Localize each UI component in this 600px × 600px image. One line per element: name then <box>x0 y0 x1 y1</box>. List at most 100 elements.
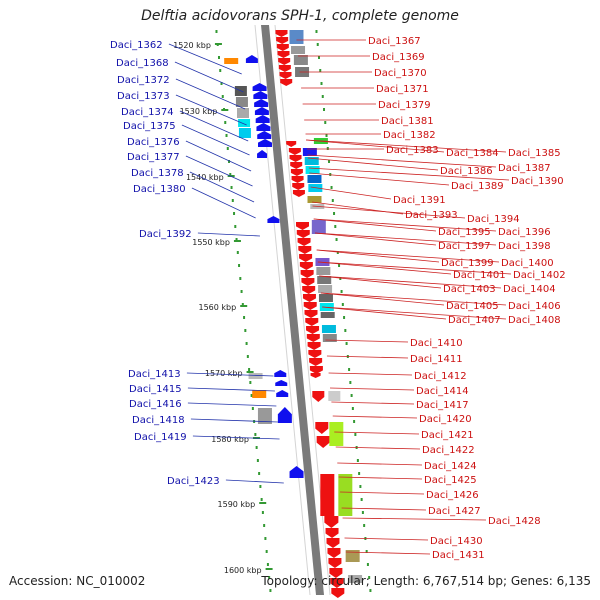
gene-block <box>321 325 336 333</box>
reverse-gene-arrow <box>296 222 310 230</box>
gene-block <box>348 575 363 583</box>
leader-line-reverse <box>340 491 425 495</box>
tick-dot-right <box>345 342 348 345</box>
tick-dot-right <box>336 251 339 254</box>
leader-line-forward <box>185 155 253 187</box>
tick-dot-right <box>335 238 338 241</box>
gene-label-reverse: Daci_1422 <box>422 445 475 456</box>
reverse-gene-arrow <box>328 558 342 568</box>
tick-dot-right <box>331 199 334 202</box>
tick-dot-left <box>254 433 257 436</box>
reverse-gene-arrow <box>326 538 340 548</box>
gene-block <box>338 474 353 516</box>
gene-label-reverse: Daci_1414 <box>416 386 469 397</box>
leader-line-reverse <box>307 154 497 168</box>
gene-label-reverse: Daci_1398 <box>498 241 551 252</box>
tick-dot-right <box>361 511 364 514</box>
leader-line-reverse <box>316 249 500 263</box>
leader-line-forward <box>225 479 284 484</box>
leader-line-reverse <box>331 401 415 405</box>
gene-label-reverse: Daci_1417 <box>416 400 469 411</box>
reverse-gene-arrow <box>292 190 305 197</box>
label-leader-lines <box>168 39 512 555</box>
gene-block <box>307 175 322 183</box>
leader-line-reverse <box>345 551 431 555</box>
tick-dot-left <box>249 381 252 384</box>
tick-dot-right <box>324 121 327 124</box>
leader-line-reverse <box>320 292 507 306</box>
tick-dot-right <box>350 394 353 397</box>
leader-line-forward <box>189 171 255 203</box>
gene-label-forward: Daci_1380 <box>133 184 186 195</box>
leader-line-forward <box>191 187 256 219</box>
gene-label-reverse: Daci_1393 <box>405 210 458 221</box>
leader-line-reverse <box>316 249 440 263</box>
leader-line-reverse <box>313 218 437 232</box>
gene-label-reverse: Daci_1379 <box>378 100 431 111</box>
tick-dot-left <box>269 589 272 592</box>
gene-label-forward: Daci_1392 <box>139 229 192 240</box>
tick-dot-left <box>243 316 246 319</box>
gene-label-forward: Daci_1376 <box>127 137 180 148</box>
forward-gene-arrow <box>254 99 269 107</box>
reverse-gene-arrow <box>299 254 313 262</box>
kbp-tick-mark <box>265 568 273 570</box>
gene-block <box>322 334 337 342</box>
reverse-gene-arrow <box>276 37 289 44</box>
tick-dot-left <box>255 446 258 449</box>
gene-block <box>304 157 319 165</box>
kbp-label: 1570 kbp <box>205 369 243 378</box>
tick-dot-right <box>326 147 329 150</box>
gene-label-forward: Daci_1362 <box>110 40 163 51</box>
tick-dot-right <box>359 485 362 488</box>
tick-dot-right <box>328 160 331 163</box>
leader-line-forward <box>175 78 246 110</box>
gene-label-reverse: Daci_1426 <box>426 490 479 501</box>
leader-line-forward <box>175 94 247 126</box>
backbone-track <box>261 25 324 595</box>
gene-block <box>291 46 306 54</box>
tick-dot-right <box>369 589 372 592</box>
tick-dot-right <box>351 407 354 410</box>
leader-line-reverse <box>306 139 445 153</box>
leader-line-reverse <box>322 306 507 320</box>
gene-block <box>320 312 335 318</box>
gene-label-reverse: Daci_1381 <box>381 116 434 127</box>
kbp-tick-mark <box>246 371 254 373</box>
kbp-label: 1520 kbp <box>173 41 211 50</box>
gene-label-reverse: Daci_1400 <box>501 258 554 269</box>
gene-label-reverse: Daci_1386 <box>440 166 493 177</box>
reverse-gene-arrow <box>303 302 317 310</box>
gene-label-reverse: Daci_1412 <box>414 371 467 382</box>
reverse-gene-arrow <box>296 230 310 238</box>
reverse-gene-arrow <box>288 148 301 155</box>
tick-dot-left <box>260 498 263 501</box>
leader-line-reverse <box>319 275 442 289</box>
reverse-gene-arrow <box>278 65 291 72</box>
gene-block <box>237 108 250 118</box>
leader-line-reverse <box>341 507 427 511</box>
tick-dot-right <box>338 264 341 267</box>
tick-dot-left <box>233 212 236 215</box>
reverse-gene-arrow <box>292 183 305 190</box>
gene-block <box>302 148 317 156</box>
leader-line-forward <box>174 61 244 93</box>
gene-block <box>238 119 251 127</box>
gene-label-reverse: Daci_1402 <box>513 270 566 281</box>
tick-dot-left <box>240 290 243 293</box>
tick-dot-left <box>221 95 224 98</box>
reverse-gene-arrow <box>275 30 288 37</box>
reverse-gene-arrow <box>302 286 316 294</box>
leader-line-reverse <box>337 462 423 466</box>
leader-line-reverse <box>335 446 421 450</box>
forward-gene-arrow <box>253 91 268 99</box>
map-title: Delftia acidovorans SPH-1, complete geno… <box>141 8 459 24</box>
kbp-label: 1560 kbp <box>199 303 237 312</box>
tick-dot-right <box>368 576 371 579</box>
leader-line-forward <box>190 418 278 423</box>
leader-line-forward <box>185 140 252 172</box>
kbp-label: 1530 kbp <box>180 107 218 116</box>
gene-label-reverse: Daci_1408 <box>508 315 561 326</box>
tick-dot-left <box>266 563 269 566</box>
leader-line-forward <box>187 387 275 392</box>
